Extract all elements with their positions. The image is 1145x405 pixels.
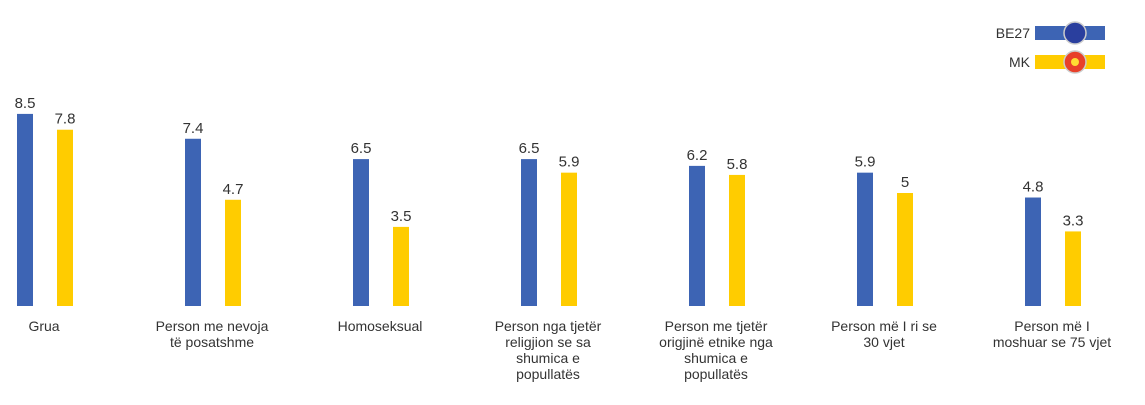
legend-label: BE27: [996, 25, 1030, 41]
bar: [393, 226, 409, 306]
bar: [225, 199, 241, 306]
value-label: 4.8: [1023, 179, 1044, 196]
value-label: 3.3: [1063, 212, 1084, 229]
bar: [561, 172, 577, 306]
x-tick-label: Person më I moshuar se 75 vjet: [992, 318, 1112, 350]
bar: [689, 165, 705, 306]
bar: [1065, 231, 1081, 306]
legend-flag-sun: [1071, 58, 1079, 66]
bar: [521, 159, 537, 306]
value-label: 6.5: [351, 140, 372, 157]
value-label: 8.5: [15, 95, 36, 112]
bar: [185, 138, 201, 306]
value-label: 7.8: [55, 111, 76, 128]
value-label: 6.2: [687, 147, 708, 164]
bar: [857, 172, 873, 306]
x-tick-label: Person më I ri se 30 vjet: [831, 318, 937, 350]
x-tick-label: Person nga tjetër religjion se sa shumic…: [494, 318, 602, 382]
value-label: 5.9: [559, 154, 580, 171]
bar: [17, 113, 33, 307]
legend-label: MK: [1009, 54, 1031, 70]
bar: [729, 174, 745, 306]
value-label: 7.4: [183, 120, 204, 137]
x-tick-label: Grua: [28, 318, 60, 334]
bar: [1025, 197, 1041, 306]
value-label: 6.5: [519, 140, 540, 157]
bar: [57, 129, 73, 306]
value-label: 3.5: [391, 208, 412, 225]
legend-flag: [1063, 21, 1087, 45]
value-label: 5.9: [855, 154, 876, 171]
x-tick-label: Person me tjetër origjinë etnike nga shu…: [659, 318, 773, 382]
x-tick-label: Person me nevoja të posatshme: [155, 318, 269, 350]
value-label: 4.7: [223, 181, 244, 198]
bar: [353, 159, 369, 306]
value-label: 5.8: [727, 156, 748, 173]
value-label: 5: [901, 174, 909, 191]
bar: [897, 193, 913, 306]
x-tick-label: Homoseksual: [337, 318, 423, 334]
